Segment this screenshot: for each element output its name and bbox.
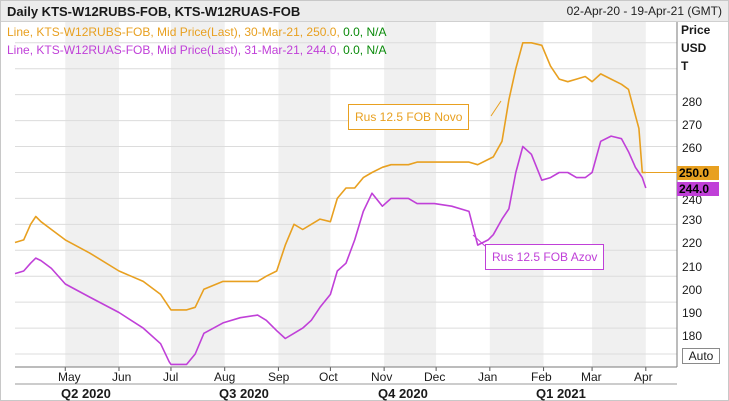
x-quarter-label: Q4 2020 — [378, 386, 428, 401]
series-line-ruas — [14, 135, 647, 366]
date-range[interactable]: 02-Apr-20 - 19-Apr-21 (GMT) — [566, 4, 722, 18]
y-tick-label: 180 — [682, 329, 703, 343]
title-bar: Daily KTS-W12RUBS-FOB, KTS-W12RUAS-FOB 0… — [1, 1, 728, 22]
month-shade-band — [489, 22, 544, 367]
y-tick-label: 230 — [682, 213, 703, 227]
month-shade-band — [384, 22, 437, 367]
y-tick-label: 210 — [682, 260, 703, 274]
y-tick-label: 260 — [682, 141, 703, 155]
legend-rubs-text: Line, KTS-W12RUBS-FOB, Mid Price(Last), … — [7, 25, 340, 39]
annotation-connector-azov — [472, 234, 486, 247]
y-tick-label: 280 — [682, 95, 703, 109]
month-shade-band — [592, 22, 646, 367]
annotation-azov[interactable]: Rus 12.5 FOB Azov — [485, 244, 605, 270]
y-tick-label: 270 — [682, 118, 703, 132]
x-quarter-label: Q1 2021 — [536, 386, 586, 401]
legend-ruas-text: Line, KTS-W12RUAS-FOB, Mid Price(Last), … — [7, 43, 340, 57]
axis-unit-usd: USD — [681, 41, 707, 55]
auto-scale-button[interactable]: Auto — [682, 348, 720, 364]
y-tick-label: 220 — [682, 236, 703, 250]
axis-unit-price: Price — [681, 23, 711, 37]
x-month-label: Sep — [268, 370, 290, 384]
x-month-label: Dec — [424, 370, 446, 384]
legend-ruas-change: 0.0, — [343, 43, 364, 57]
y-tick-label: 200 — [682, 283, 703, 297]
chart-title: Daily KTS-W12RUBS-FOB, KTS-W12RUAS-FOB — [7, 4, 301, 19]
y-tick-label: 240 — [682, 193, 703, 207]
last-price-badge-rubs: 250.0 — [677, 166, 719, 180]
y-tick-label: 190 — [682, 306, 703, 320]
month-shade-band — [170, 22, 225, 367]
x-month-label: May — [58, 370, 81, 384]
axis-unit-t: T — [681, 59, 689, 73]
annotation-connector-novo — [490, 100, 502, 117]
x-month-label: Apr — [634, 370, 653, 384]
month-shade-band — [65, 22, 119, 367]
x-month-label: Mar — [581, 370, 602, 384]
x-quarter-label: Q3 2020 — [219, 386, 269, 401]
annotation-novo[interactable]: Rus 12.5 FOB Novo — [348, 104, 470, 130]
legend-rubs[interactable]: Line, KTS-W12RUBS-FOB, Mid Price(Last), … — [7, 25, 387, 39]
x-month-label: Jan — [478, 370, 498, 384]
x-month-label: Aug — [214, 370, 236, 384]
series-line-rubs — [14, 41, 646, 311]
month-shade-band — [278, 22, 331, 367]
x-month-label: Jul — [163, 370, 179, 384]
x-month-label: Oct — [319, 370, 338, 384]
legend-ruas[interactable]: Line, KTS-W12RUAS-FOB, Mid Price(Last), … — [7, 43, 387, 57]
last-price-badge-ruas: 244.0 — [677, 182, 719, 196]
x-quarter-label: Q2 2020 — [61, 386, 111, 401]
legend-ruas-na: N/A — [366, 43, 387, 57]
legend-rubs-change: 0.0, — [343, 25, 364, 39]
x-month-label: Feb — [531, 370, 552, 384]
legend-rubs-na: N/A — [366, 25, 387, 39]
x-month-label: Nov — [371, 370, 393, 384]
x-month-label: Jun — [112, 370, 132, 384]
